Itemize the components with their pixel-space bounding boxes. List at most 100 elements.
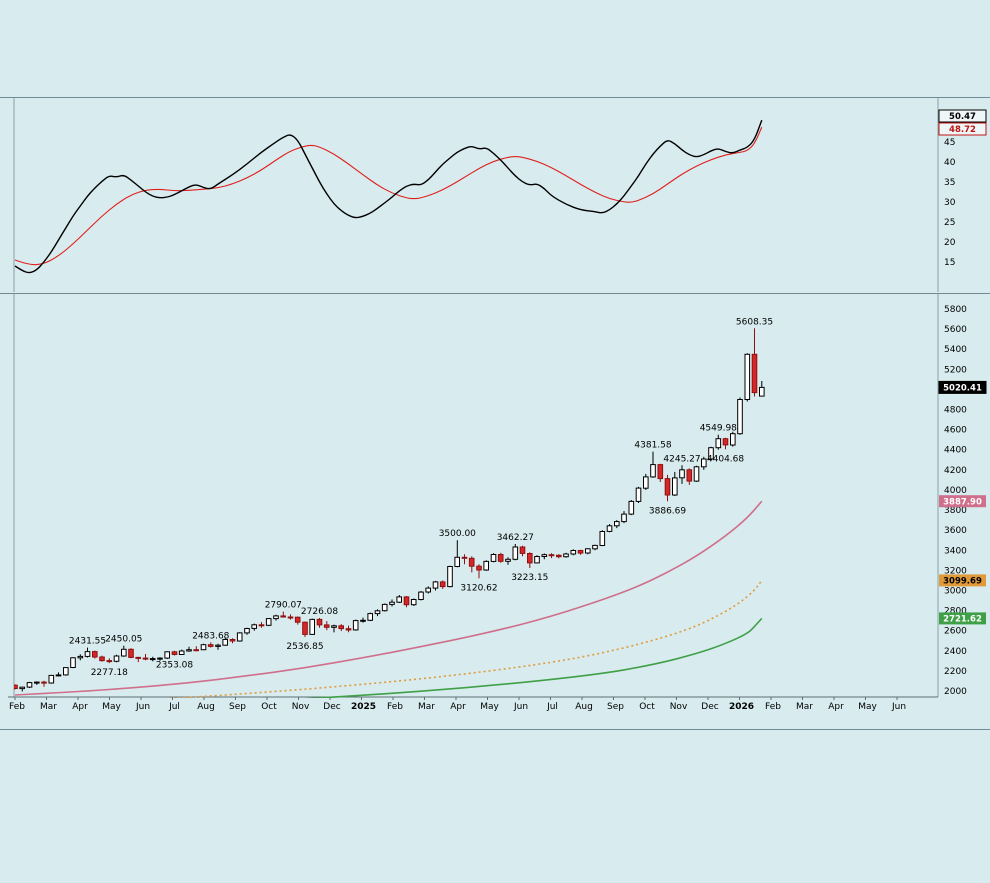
svg-text:Mar: Mar: [418, 702, 435, 712]
tsi-value-boxes: 50.47 48.72: [938, 109, 987, 136]
svg-text:Aug: Aug: [575, 702, 593, 712]
plot-frame: [13, 98, 939, 292]
price-value-boxes: 5020.41 3887.90 3099.69 2721.62: [938, 380, 987, 625]
svg-text:2800: 2800: [944, 607, 967, 617]
time-axis: Feb Mar Apr May Jun Jul Aug Sep Oct Nov Dec 2025 Feb…: [8, 696, 938, 712]
tsi-line: [14, 119, 763, 274]
svg-text:Jun: Jun: [135, 702, 150, 712]
svg-text:40: 40: [944, 158, 956, 168]
chart-header: [0, 0, 990, 30]
price-annotations: 2431.55 2450.05 2277.18 2353.08 2483.68 2790.…: [69, 317, 773, 678]
svg-text:5020.41: 5020.41: [943, 384, 982, 394]
svg-text:3886.69: 3886.69: [649, 506, 686, 516]
svg-text:3200: 3200: [944, 566, 967, 576]
svg-text:Feb: Feb: [765, 702, 781, 712]
svg-text:4400: 4400: [944, 446, 967, 456]
svg-text:Jul: Jul: [168, 702, 180, 712]
svg-text:3887.90: 3887.90: [943, 497, 982, 507]
svg-text:Mar: Mar: [40, 702, 57, 712]
svg-text:2483.68: 2483.68: [192, 631, 229, 641]
svg-text:3099.69: 3099.69: [943, 577, 982, 587]
svg-text:Aug: Aug: [197, 702, 215, 712]
svg-text:5800: 5800: [944, 305, 967, 315]
svg-text:5600: 5600: [944, 325, 967, 335]
quote-panel: [0, 30, 990, 97]
svg-text:Feb: Feb: [387, 702, 403, 712]
tsi-y-axis: 45 40 35 30 25 20 15: [944, 138, 956, 268]
svg-text:4800: 4800: [944, 406, 967, 416]
svg-text:Apr: Apr: [72, 702, 88, 712]
svg-text:2277.18: 2277.18: [91, 668, 128, 678]
svg-text:4600: 4600: [944, 426, 967, 436]
svg-text:2536.85: 2536.85: [286, 642, 323, 652]
svg-text:15: 15: [944, 258, 955, 268]
svg-text:30: 30: [944, 198, 956, 208]
price-y-axis: 2000 2200 2400 2600 2800 3000 3200 3400 3600 3800…: [944, 305, 967, 697]
tsi-signal-line: [14, 126, 763, 266]
svg-text:Nov: Nov: [670, 702, 688, 712]
svg-text:25: 25: [944, 218, 955, 228]
svg-text:3120.62: 3120.62: [460, 583, 497, 593]
svg-text:2790.07: 2790.07: [265, 601, 302, 611]
svg-text:May: May: [102, 702, 121, 712]
svg-text:2450.05: 2450.05: [105, 635, 142, 645]
svg-text:20: 20: [944, 238, 956, 248]
svg-text:3600: 3600: [944, 526, 967, 536]
svg-text:Jun: Jun: [513, 702, 528, 712]
symbol-block: [8, 2, 17, 21]
svg-text:2400: 2400: [944, 647, 967, 657]
svg-text:2431.55: 2431.55: [69, 637, 106, 647]
candlesticks: [14, 328, 765, 692]
svg-text:2721.62: 2721.62: [943, 615, 982, 625]
svg-text:Dec: Dec: [323, 702, 340, 712]
rsi-indicator-panel: [0, 729, 990, 883]
svg-text:2353.08: 2353.08: [156, 661, 193, 671]
svg-text:4549.98: 4549.98: [700, 424, 737, 434]
svg-text:May: May: [480, 702, 499, 712]
svg-text:Nov: Nov: [292, 702, 310, 712]
svg-text:Apr: Apr: [828, 702, 844, 712]
svg-text:2726.08: 2726.08: [301, 607, 338, 617]
svg-text:5608.35: 5608.35: [736, 317, 773, 327]
plot-frame: [13, 294, 939, 697]
rsi-chart-svg: [0, 730, 990, 883]
svg-text:Dec: Dec: [701, 702, 718, 712]
svg-text:2026: 2026: [729, 702, 754, 712]
svg-text:Oct: Oct: [639, 702, 655, 712]
svg-text:5400: 5400: [944, 345, 967, 355]
tsi-indicator-panel: 45 40 35 30 25 20 15 50.47 48.72: [0, 97, 990, 293]
svg-text:5200: 5200: [944, 365, 967, 375]
svg-text:Jun: Jun: [891, 702, 906, 712]
svg-text:3800: 3800: [944, 506, 967, 516]
svg-text:Apr: Apr: [450, 702, 466, 712]
svg-text:4000: 4000: [944, 486, 967, 496]
tsi-chart-svg: 45 40 35 30 25 20 15 50.47 48.72: [13, 98, 987, 292]
svg-text:3500.00: 3500.00: [439, 529, 476, 539]
svg-text:3462.27: 3462.27: [497, 533, 534, 543]
svg-text:3400: 3400: [944, 546, 967, 556]
svg-text:Feb: Feb: [9, 702, 25, 712]
svg-text:2200: 2200: [944, 667, 967, 677]
svg-text:Jul: Jul: [546, 702, 558, 712]
svg-text:Oct: Oct: [261, 702, 277, 712]
svg-text:4381.58: 4381.58: [634, 441, 671, 451]
moving-averages: [14, 500, 763, 698]
price-chart-svg: 2000 2200 2400 2600 2800 3000 3200 3400 3600 3800…: [8, 294, 987, 712]
svg-text:45: 45: [944, 138, 955, 148]
svg-text:Mar: Mar: [796, 702, 813, 712]
svg-text:48.72: 48.72: [949, 125, 976, 135]
svg-text:Sep: Sep: [607, 702, 624, 712]
svg-text:Sep: Sep: [229, 702, 246, 712]
svg-text:May: May: [858, 702, 877, 712]
svg-text:2000: 2000: [944, 687, 967, 697]
svg-text:50.47: 50.47: [949, 112, 976, 122]
svg-text:2600: 2600: [944, 627, 967, 637]
svg-text:2025: 2025: [351, 702, 376, 712]
svg-text:4245.27: 4245.27: [663, 454, 700, 464]
price-chart-panel: 2000 2200 2400 2600 2800 3000 3200 3400 3600 3800…: [0, 293, 990, 729]
svg-text:4200: 4200: [944, 466, 967, 476]
svg-text:3000: 3000: [944, 587, 967, 597]
svg-text:3223.15: 3223.15: [511, 573, 548, 583]
svg-text:4404.68: 4404.68: [707, 454, 744, 464]
